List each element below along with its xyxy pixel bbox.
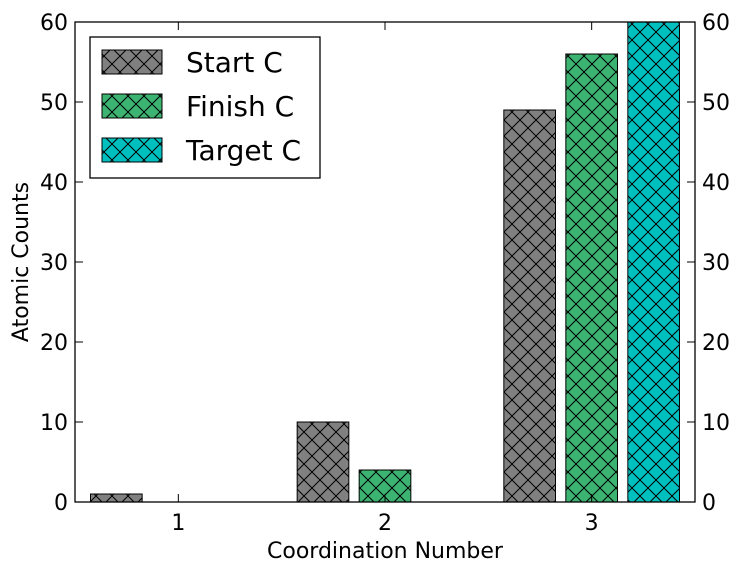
legend-label-target: Target C: [185, 134, 301, 167]
legend: Start C Finish C Target C: [89, 36, 321, 179]
y-tick-label-left: 20: [40, 331, 68, 356]
bar-hatch-start-c-3: [503, 110, 556, 502]
y-tick-label-left: 60: [40, 11, 68, 36]
legend-swatch-hatch-target: [102, 138, 162, 162]
ticks-group: 0 10 20 30 40 50 60 0 10 20 30 40 50 60 1 2 3: [40, 11, 730, 536]
y-tick-label-right: 10: [702, 411, 730, 436]
legend-entry-target: Target C: [101, 134, 301, 167]
y-tick-label-left: 10: [40, 411, 68, 436]
y-tick-label-right: 50: [702, 91, 730, 116]
y-tick-label-left: 40: [40, 171, 68, 196]
bar-hatch-target-c-3: [627, 22, 680, 502]
y-tick-label-right: 60: [702, 11, 730, 36]
legend-swatch-hatch-start: [102, 50, 162, 74]
legend-swatch-hatch-finish: [102, 94, 162, 118]
legend-entry-start: Start C: [101, 46, 283, 79]
x-tick-label: 1: [171, 511, 185, 536]
y-tick-label-left: 0: [54, 491, 68, 516]
x-axis-label: Coordination Number: [267, 539, 504, 564]
bar-hatch-start-c-2: [297, 422, 349, 502]
bar-hatch-start-c-1: [90, 494, 143, 502]
y-tick-label-left: 50: [40, 91, 68, 116]
legend-label-start: Start C: [186, 46, 283, 79]
y-tick-label-right: 20: [702, 331, 730, 356]
y-tick-label-left: 30: [40, 251, 68, 276]
x-tick-label: 3: [585, 511, 599, 536]
legend-label-finish: Finish C: [186, 90, 294, 123]
y-tick-label-right: 30: [702, 251, 730, 276]
y-axis-label: Atomic Counts: [9, 182, 34, 342]
y-tick-label-right: 0: [702, 491, 716, 516]
y-tick-label-right: 40: [702, 171, 730, 196]
bar-hatch-finish-c-3: [565, 54, 618, 502]
x-tick-label: 2: [378, 511, 392, 536]
legend-entry-finish: Finish C: [101, 90, 294, 123]
